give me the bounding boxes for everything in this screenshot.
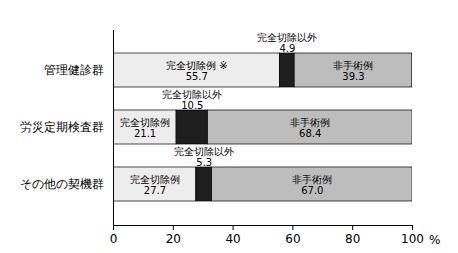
svg-text:完全切除例27.7: 完全切除例27.7: [130, 174, 180, 196]
svg-text:0: 0: [110, 232, 118, 246]
svg-text:完全切除以外4.9: 完全切除以外4.9: [257, 32, 317, 54]
svg-text:40: 40: [225, 232, 240, 246]
svg-text:管理健診群: 管理健診群: [44, 63, 104, 77]
svg-text:完全切除以外10.5: 完全切除以外10.5: [162, 89, 222, 111]
svg-text:完全切除例 ※55.7: 完全切除例 ※55.7: [166, 60, 228, 82]
svg-text:非手術例67.0: 非手術例67.0: [292, 174, 332, 196]
svg-text:非手術例39.3: 非手術例39.3: [333, 60, 373, 82]
svg-text:労災定期検査群: 労災定期検査群: [20, 120, 104, 134]
svg-text:その他の契機群: その他の契機群: [20, 177, 104, 191]
svg-text:20: 20: [166, 232, 181, 246]
svg-text:非手術例68.4: 非手術例68.4: [290, 117, 330, 139]
svg-text:完全切除例21.1: 完全切除例21.1: [120, 117, 170, 139]
svg-text:80: 80: [345, 232, 360, 246]
svg-text:100: 100: [401, 232, 424, 246]
svg-text:完全切除以外5.3: 完全切除以外5.3: [174, 146, 234, 168]
svg-text:60: 60: [285, 232, 300, 246]
svg-text:%: %: [429, 233, 440, 247]
